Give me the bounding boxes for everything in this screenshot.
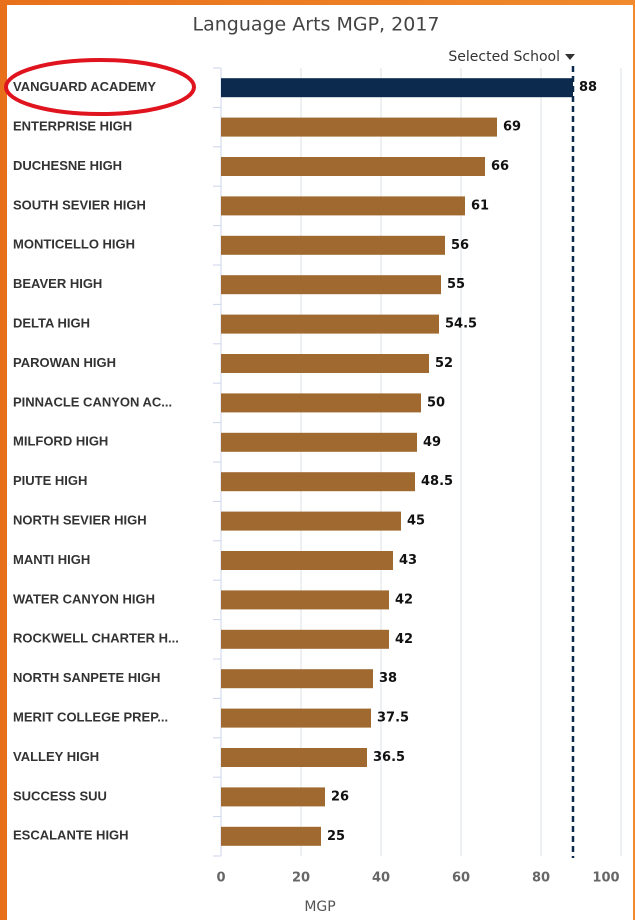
y-tick-label: ESCALANTE HIGH <box>13 828 129 843</box>
y-tick-label: ENTERPRISE HIGH <box>13 119 132 134</box>
legend-label[interactable]: Selected School <box>448 49 560 65</box>
bar <box>221 393 421 413</box>
bar <box>221 787 325 807</box>
y-tick-label: SOUTH SEVIER HIGH <box>13 197 146 212</box>
data-label: 38 <box>379 671 397 686</box>
y-tick-label: WATER CANYON HIGH <box>13 591 155 606</box>
bar <box>221 511 401 531</box>
bar <box>221 748 367 767</box>
data-label: 56 <box>451 238 469 253</box>
x-tick-label: 0 <box>216 871 225 886</box>
data-label: 55 <box>447 277 465 292</box>
bar <box>221 235 445 255</box>
bar <box>221 314 439 334</box>
y-tick-label: SUCCESS SUU <box>13 788 107 803</box>
bar <box>221 708 371 728</box>
y-tick-label: ROCKWELL CHARTER H... <box>13 631 179 646</box>
data-label: 52 <box>435 356 453 371</box>
bar <box>221 117 497 137</box>
data-label: 88 <box>579 80 597 95</box>
bar <box>221 196 465 216</box>
bar <box>221 826 321 846</box>
y-tick-label: MERIT COLLEGE PREP... <box>13 710 168 725</box>
bar <box>221 275 441 295</box>
data-label: 36.5 <box>373 750 405 765</box>
data-label: 54.5 <box>445 317 477 332</box>
y-tick-label: DELTA HIGH <box>13 316 90 331</box>
data-label: 50 <box>427 395 445 410</box>
bar <box>221 157 485 176</box>
highlight-circle <box>4 58 196 116</box>
y-tick-label: NORTH SEVIER HIGH <box>13 513 147 528</box>
data-label: 61 <box>471 198 489 213</box>
chart-title: Language Arts MGP, 2017 <box>192 14 439 36</box>
data-label: 45 <box>407 514 425 529</box>
data-label: 48.5 <box>421 474 453 489</box>
bar <box>221 669 373 689</box>
x-tick-label: 100 <box>592 871 619 886</box>
bar <box>221 78 573 98</box>
y-tick-label: BEAVER HIGH <box>13 276 102 291</box>
y-tick-label: PINNACLE CANYON AC... <box>13 394 172 409</box>
x-axis-title: MGP <box>304 899 335 915</box>
x-tick-label: 80 <box>532 871 550 886</box>
data-label: 42 <box>395 632 413 647</box>
y-tick-label: NORTH SANPETE HIGH <box>13 670 160 685</box>
data-label: 66 <box>491 159 509 174</box>
dropdown-icon[interactable] <box>565 54 575 60</box>
y-tick-label: MILFORD HIGH <box>13 434 108 449</box>
data-label: 25 <box>327 829 345 844</box>
y-tick-label: MONTICELLO HIGH <box>13 237 135 252</box>
y-tick-label: PAROWAN HIGH <box>13 355 116 370</box>
y-tick-label: MANTI HIGH <box>13 552 90 567</box>
y-tick-label: PIUTE HIGH <box>13 473 87 488</box>
data-label: 49 <box>423 435 441 450</box>
bar <box>221 432 417 452</box>
x-tick-label: 60 <box>452 871 470 886</box>
x-tick-label: 20 <box>292 871 310 886</box>
bar <box>221 472 415 492</box>
y-tick-label: DUCHESNE HIGH <box>13 158 122 173</box>
bar <box>221 551 393 570</box>
bar <box>221 629 389 649</box>
data-label: 42 <box>395 592 413 607</box>
x-tick-label: 40 <box>372 871 390 886</box>
y-tick-label: VALLEY HIGH <box>13 749 99 764</box>
data-label: 37.5 <box>377 711 409 726</box>
data-label: 69 <box>503 120 521 135</box>
data-label: 26 <box>331 789 349 804</box>
bar <box>221 590 389 610</box>
bar <box>221 354 429 373</box>
y-tick-label: VANGUARD ACADEMY <box>13 79 156 94</box>
data-label: 43 <box>399 553 417 568</box>
